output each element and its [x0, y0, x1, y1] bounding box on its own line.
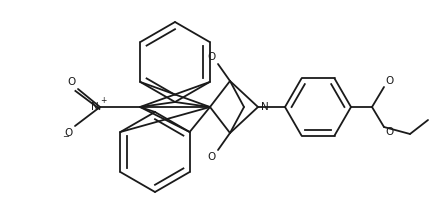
Text: O: O: [385, 76, 393, 86]
Text: +: +: [100, 97, 107, 106]
Text: O: O: [385, 127, 393, 137]
Text: −: −: [62, 132, 69, 141]
Text: O: O: [65, 128, 73, 138]
Text: O: O: [68, 77, 76, 87]
Text: O: O: [208, 152, 216, 162]
Text: N: N: [91, 102, 99, 112]
Text: O: O: [208, 52, 216, 62]
Text: N: N: [260, 102, 268, 112]
